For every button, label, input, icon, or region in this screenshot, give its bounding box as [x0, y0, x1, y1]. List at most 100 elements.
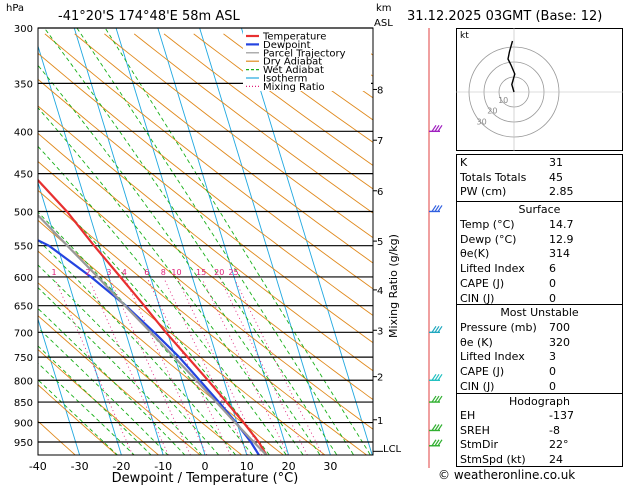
dry-adiabat-line: [193, 33, 373, 166]
row-label: CIN (J): [460, 291, 495, 305]
isotherm-line: [240, 28, 373, 455]
legend-entry: Isotherm: [263, 74, 307, 85]
pressure-tick-label: 700: [14, 328, 33, 339]
wind-barb: [429, 124, 443, 133]
dry-adiabat-line: [38, 105, 373, 372]
wind-barb-flag: [431, 395, 437, 403]
isotherm-line: [157, 28, 290, 455]
dry-adiabat-line: [133, 33, 373, 214]
row-value: 0: [549, 291, 556, 305]
hpa-unit-label: hPa: [6, 3, 24, 14]
wind-barb-flag: [434, 439, 440, 447]
dry-adiabat-line: [38, 160, 373, 430]
temperature-tick-label: 10: [240, 460, 254, 473]
dry-adiabat-line: [44, 33, 373, 290]
row-value: 0: [549, 365, 556, 379]
wind-barb-flag: [434, 325, 440, 333]
row-value: 12.9: [549, 232, 574, 246]
row-label: CIN (J): [460, 379, 495, 393]
mixing-ratio-label: 3: [106, 268, 111, 277]
wind-barb-flag: [437, 373, 443, 381]
table-row: StmSpd (kt) 24: [460, 453, 619, 467]
row-value: 45: [549, 170, 563, 184]
row-label: Dewp (°C): [460, 232, 517, 246]
pressure-tick-label: 800: [14, 376, 33, 387]
series-temperature: [38, 178, 268, 455]
wet-adiabat-line: [38, 180, 270, 455]
surface-table: Surface Temp (°C) 14.7 Dewp (°C) 12.9 θe(K) 3…: [456, 201, 623, 305]
temperature-tick-label: 30: [323, 460, 337, 473]
wind-barb-flag: [437, 124, 443, 132]
mixing-ratio-label: 1: [52, 268, 57, 277]
wind-barb-flag: [431, 439, 437, 447]
wind-barb-flag: [434, 205, 440, 212]
pressure-tick-label: 750: [14, 353, 33, 364]
row-value: 6: [549, 262, 556, 276]
hodograph-table: Hodograph EH -137 SREH -8 StmDir 22° StmSpd (k…: [456, 393, 623, 467]
mixing-ratio-label: 10: [171, 268, 181, 277]
hodograph-table-title: Hodograph: [509, 395, 570, 408]
series-parcel-trajectory: [38, 213, 268, 455]
datetime-label: 31.12.2025 03GMT (Base: 12): [407, 9, 602, 24]
row-label: Lifted Index: [460, 350, 525, 364]
wind-barb: [429, 395, 443, 403]
pressure-tick-label: 400: [14, 127, 33, 138]
x-axis-title: Dewpoint / Temperature (°C): [112, 471, 299, 486]
table-row: θe (K) 320: [460, 336, 619, 350]
dry-adiabat-line: [38, 219, 326, 455]
row-label: Temp (°C): [460, 218, 515, 231]
legend-entry: Dewpoint: [263, 40, 311, 51]
row-value: 14.7: [549, 218, 574, 231]
row-value: 22°: [549, 438, 569, 452]
dry-adiabat-line: [38, 282, 242, 455]
dry-adiabat-line: [38, 250, 284, 455]
legend-entry: Dry Adiabat: [263, 57, 322, 68]
lcl-label: LCL: [383, 444, 402, 455]
row-value: 700: [549, 321, 570, 334]
row-value: 24: [549, 453, 563, 467]
isotherm-line: [199, 28, 331, 455]
wet-adiabat-line: [38, 239, 237, 455]
mixing-ratio-label: 2: [85, 268, 90, 277]
dry-adiabat-line: [38, 78, 373, 344]
wind-barb-flag: [431, 373, 437, 381]
row-label: PW (cm): [460, 185, 507, 199]
row-label: θe(K): [460, 247, 490, 261]
table-row: Pressure (mb) 700: [460, 321, 619, 335]
wind-barb-flag: [431, 124, 437, 132]
station-label: -41°20'S 174°48'E 58m ASL: [58, 9, 240, 24]
row-label: Lifted Index: [460, 262, 525, 276]
wet-adiabat-line: [38, 362, 135, 455]
dry-adiabat-line: [38, 348, 159, 455]
hodograph-ring-label: 30: [477, 117, 487, 126]
hodograph-frame: [456, 28, 623, 151]
altitude-tick-label: 3: [377, 326, 383, 337]
isotherm-line: [115, 28, 248, 455]
table-row: Dewp (°C) 12.9: [460, 233, 619, 247]
pressure-tick-label: 850: [14, 398, 33, 409]
table-row: θe(K) 314: [460, 247, 619, 261]
mixing-ratio-label: 25: [228, 268, 238, 277]
wind-barb-flag: [437, 205, 443, 212]
table-row: Lifted Index 6: [460, 262, 619, 276]
dry-adiabat-line: [163, 33, 373, 190]
altitude-tick-label: 2: [377, 373, 383, 384]
most-unstable-table: Most Unstable Pressure (mb) 700 θe (K) 320 L…: [456, 304, 623, 394]
row-value: 314: [549, 247, 570, 261]
row-label: StmDir: [460, 438, 499, 452]
pressure-tick-label: 550: [14, 242, 33, 253]
isotherm-line: [38, 317, 81, 455]
row-value: 320: [549, 335, 570, 349]
pressure-tick-label: 350: [14, 79, 33, 90]
altitude-tick-label: 7: [377, 136, 383, 147]
legend-entry: Mixing Ratio: [263, 82, 325, 93]
legend-entry: Wet Adiabat: [263, 65, 324, 76]
wet-adiabat-line: [38, 211, 254, 455]
temperature-tick-label: -30: [71, 460, 89, 473]
row-label: EH: [460, 409, 476, 422]
row-label: CAPE (J): [460, 365, 505, 379]
row-label: StmSpd (kt): [460, 453, 526, 467]
dry-adiabat-line: [38, 52, 373, 317]
temperature-tick-label: -40: [29, 460, 47, 473]
